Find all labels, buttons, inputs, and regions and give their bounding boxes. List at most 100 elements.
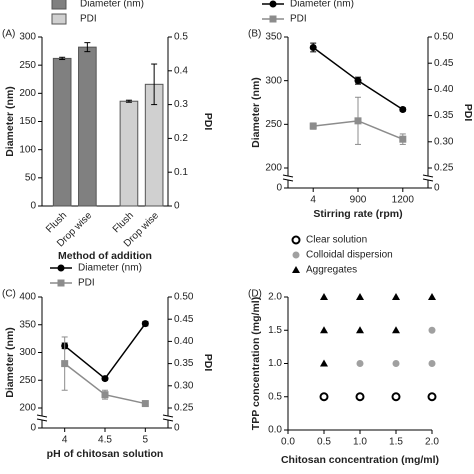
y-tick-label: 0.5 (268, 391, 282, 402)
panel-label: (B) (248, 29, 261, 40)
y-tick-label: 1.5 (268, 325, 282, 336)
y2-tick-label: 0.50 (434, 32, 454, 43)
marker (292, 266, 300, 273)
y-tick-label: 200 (265, 163, 282, 174)
y-axis-title: Diameter (nm) (4, 86, 16, 157)
y2-tick-label: 0.50 (174, 292, 194, 303)
axis-break (422, 178, 434, 182)
axis-break (423, 176, 433, 180)
legend-label: Colloidal dispersion (306, 250, 393, 261)
y2-tick-label: 0.25 (434, 163, 454, 174)
axis-break (162, 414, 174, 418)
legend-label: Diameter (nm) (290, 0, 354, 10)
y2-tick-label: 0 (174, 201, 180, 212)
y-tick-label: 2.0 (268, 292, 282, 303)
axis-break (162, 418, 174, 422)
marker (428, 293, 436, 300)
y-tick-label: 0 (30, 201, 36, 212)
y-tick-label: 100 (19, 144, 36, 155)
y2-axis-title: PDI (202, 113, 214, 131)
y-tick-label: 350 (19, 319, 36, 330)
x-tick-label: 1.5 (389, 437, 403, 448)
legend-label: PDI (290, 14, 307, 25)
y-tick-label: 50 (25, 172, 37, 183)
panel-label: (C) (2, 289, 16, 300)
marker (392, 293, 400, 300)
y2-tick-label: 0.30 (434, 136, 454, 147)
marker (292, 251, 300, 259)
bar (78, 46, 97, 207)
marker (269, 15, 277, 23)
x-tick-label: 5 (143, 435, 149, 446)
x-axis-title: pH of chitosan solution (47, 448, 164, 460)
bar (52, 57, 72, 207)
panel-label: (A) (2, 29, 15, 40)
marker (141, 320, 149, 328)
legend-label: Aggregates (306, 265, 357, 276)
x-tick-label: 4 (62, 435, 68, 446)
marker (320, 293, 328, 300)
legend-label: Diameter (nm) (78, 263, 142, 274)
x-tick-label: 4 (310, 195, 316, 206)
y2-axis-title: PDI (462, 104, 474, 122)
marker (356, 326, 364, 334)
y-tick-label: 0.0 (268, 425, 282, 436)
marker (354, 117, 362, 125)
y-tick-label: 250 (265, 119, 282, 130)
y-tick-label: 250 (19, 375, 36, 386)
marker (392, 326, 400, 334)
x-tick-label: 1200 (392, 195, 415, 206)
panel-label: (D) (248, 289, 262, 300)
y2-tick-label: 0 (174, 423, 180, 434)
x-tick-label: 2.0 (425, 437, 439, 448)
marker (392, 360, 400, 367)
axis-break (282, 178, 294, 182)
legend-label: PDI (80, 14, 97, 25)
marker (269, 0, 277, 8)
marker (61, 360, 69, 368)
axis-break (36, 418, 48, 422)
marker (399, 135, 407, 143)
marker (355, 392, 365, 402)
y2-tick-label: 0.40 (434, 84, 454, 95)
marker (356, 360, 364, 367)
y2-tick-label: 0.3 (174, 99, 188, 110)
y2-tick-label: 0.4 (174, 65, 188, 76)
y2-tick-label: 0.25 (174, 403, 194, 414)
y2-tick-label: 0.5 (174, 32, 188, 43)
marker (428, 360, 436, 367)
x-tick-label: 0.0 (281, 437, 295, 448)
x-tick-label: 1.0 (353, 437, 367, 448)
y2-tick-label: 0.30 (174, 380, 194, 391)
legend-label: Clear solution (306, 235, 367, 246)
axis-break (37, 416, 47, 420)
y-tick-label: 0 (30, 423, 36, 434)
y-tick-label: 200 (19, 88, 36, 99)
marker (141, 400, 149, 408)
x-axis-title: Chitosan concentration (mg/ml) (281, 454, 439, 466)
x-tick-label: 4.5 (98, 435, 112, 446)
x-tick-label: 900 (350, 195, 367, 206)
marker (320, 326, 328, 334)
legend-label: PDI (78, 278, 95, 289)
y-tick-label: 300 (265, 75, 282, 86)
marker (101, 375, 109, 383)
marker (428, 326, 436, 334)
marker (399, 105, 407, 113)
y2-axis-title: PDI (202, 354, 214, 372)
marker (101, 391, 109, 399)
y2-tick-label: 0.2 (174, 133, 188, 144)
y2-tick-label: 0.35 (174, 358, 194, 369)
y-tick-label: 150 (19, 116, 36, 127)
marker (319, 392, 329, 402)
y-tick-label: 300 (19, 32, 36, 43)
marker (309, 122, 317, 130)
axis-break (283, 176, 293, 180)
x-axis-title: Stirring rate (rpm) (313, 208, 402, 220)
legend-swatch (51, 13, 67, 25)
marker (427, 392, 437, 402)
y-axis-title: Diameter (nm) (250, 77, 262, 148)
y2-tick-label: 0 (434, 183, 440, 194)
y2-tick-label: 0.35 (434, 110, 454, 121)
